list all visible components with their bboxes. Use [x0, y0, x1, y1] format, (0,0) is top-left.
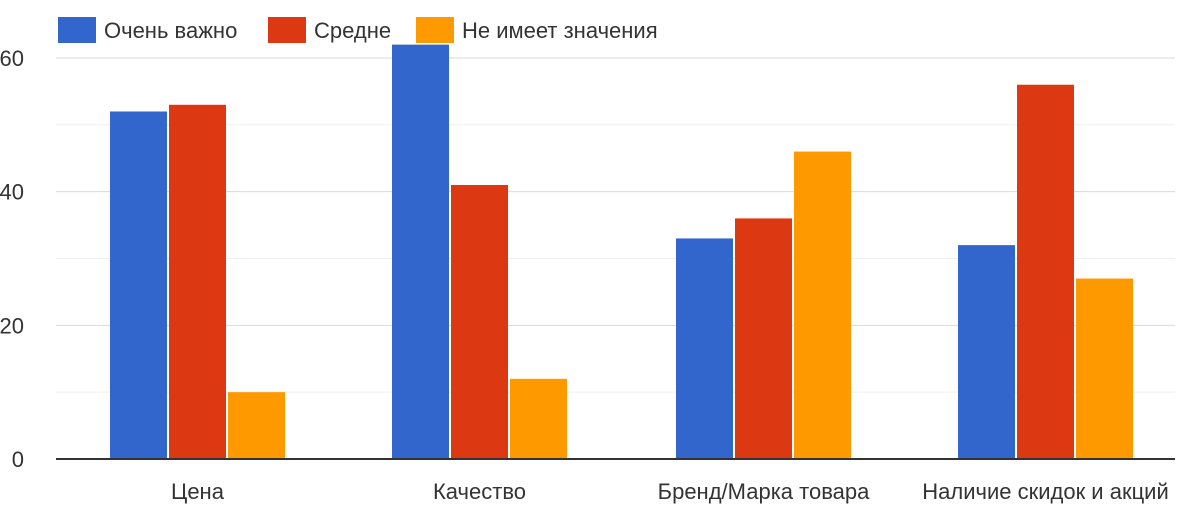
y-tick-label: 40: [0, 180, 24, 205]
legend-label: Средне: [314, 18, 391, 43]
bar: [392, 44, 449, 460]
legend-swatch: [268, 17, 306, 43]
bar: [110, 111, 167, 459]
x-tick-label: Цена: [171, 479, 225, 504]
y-tick-label: 0: [12, 447, 24, 472]
bar: [228, 392, 285, 459]
legend: Очень важно Средне Не имеет значения: [58, 17, 658, 43]
y-tick-label: 20: [0, 313, 24, 338]
bar: [676, 238, 733, 459]
legend-swatch: [416, 17, 454, 43]
y-tick-label: 60: [0, 46, 24, 71]
bar: [958, 245, 1015, 459]
bar: [1017, 84, 1074, 459]
bar: [1076, 278, 1133, 459]
legend-label: Не имеет значения: [462, 18, 658, 43]
legend-label: Очень важно: [104, 18, 237, 43]
axes: 0 20 40 60 Цена Качество Бренд/Марка товара Нал…: [0, 46, 1175, 504]
x-tick-label: Бренд/Марка товара: [658, 479, 870, 504]
legend-swatch: [58, 17, 96, 43]
bar: [735, 218, 792, 459]
bar: [794, 151, 851, 460]
x-tick-label: Качество: [433, 479, 526, 504]
bar: [510, 378, 567, 459]
bar: [169, 104, 226, 460]
x-tick-label: Наличие скидок и акций: [922, 479, 1169, 504]
bar: [451, 184, 508, 459]
bars: [110, 44, 1133, 460]
